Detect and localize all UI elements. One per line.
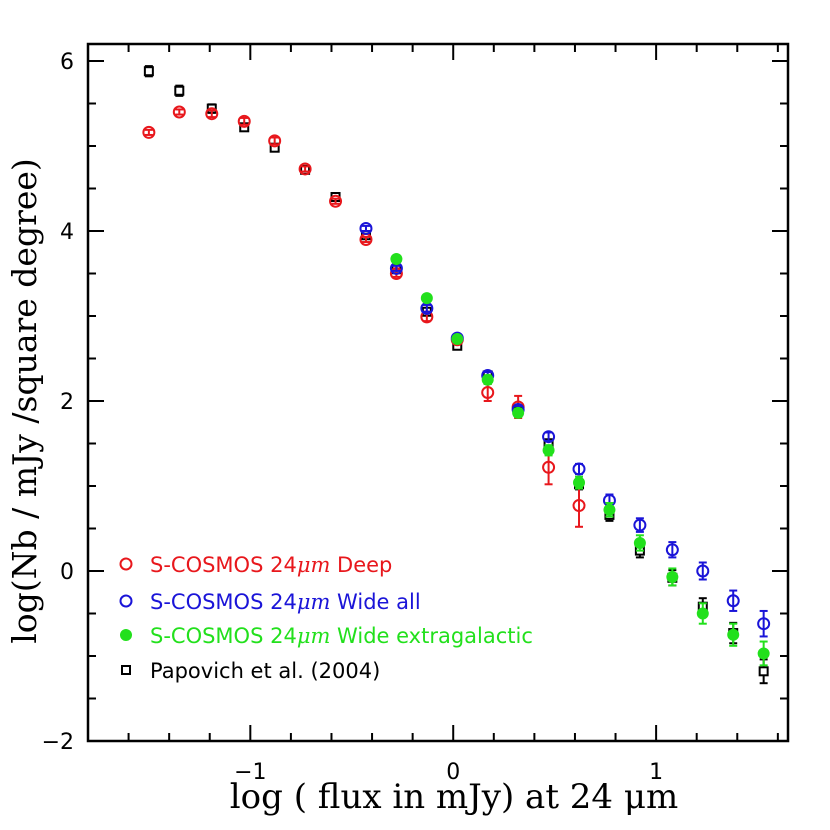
data-point: [666, 570, 679, 583]
data-point: [512, 406, 525, 419]
data-point: [174, 85, 185, 96]
data-point: [573, 476, 586, 489]
plot-frame: [86, 42, 790, 743]
data-point: [205, 107, 219, 121]
legend-label: S-COSMOS 24μm Wide extragalactic: [150, 624, 533, 648]
data-point: [696, 564, 710, 578]
y-tick-label: 0: [60, 560, 74, 585]
y-tick-label: 6: [60, 50, 74, 75]
data-point: [696, 607, 709, 620]
data-point: [451, 332, 464, 345]
legend-label: Papovich et al. (2004): [150, 659, 380, 683]
y-tick-label: 4: [60, 220, 74, 245]
x-tick-label: 0: [446, 760, 460, 785]
y-tick-label: 2: [60, 390, 74, 415]
data-point: [298, 162, 312, 176]
data-point: [142, 125, 156, 139]
legend-marker: [120, 629, 132, 641]
data-point: [542, 460, 556, 474]
legend: S-COSMOS 24μm Deep S-COSMOS 24μm Wide all…: [119, 553, 533, 683]
data-point: [727, 628, 740, 641]
data-marks: [142, 65, 771, 685]
data-point: [390, 253, 403, 266]
y-axis-label: log(Nb / mJy /square degree): [5, 158, 44, 644]
data-point: [757, 647, 770, 660]
legend-marker: [119, 557, 133, 571]
x-tick-label: 1: [649, 760, 663, 785]
data-point: [665, 543, 679, 557]
legend-marker: [121, 665, 131, 675]
data-point: [359, 221, 373, 235]
data-point: [603, 503, 616, 516]
series-2: [390, 253, 770, 667]
data-point: [329, 194, 343, 208]
data-point: [143, 66, 154, 77]
data-point: [758, 666, 769, 677]
data-point: [572, 462, 586, 476]
data-point: [420, 292, 433, 305]
x-tick-label: −1: [234, 760, 266, 785]
axis-tick-labels: −1 0 1 −2 0 2 4 6: [42, 50, 664, 785]
legend-label: S-COSMOS 24μm Deep: [150, 553, 392, 577]
data-point: [633, 536, 646, 549]
data-point: [268, 134, 282, 148]
data-point: [481, 386, 495, 399]
data-point: [726, 594, 740, 608]
data-point: [757, 617, 771, 631]
legend-marker: [119, 594, 133, 608]
data-point: [237, 114, 251, 128]
data-point: [572, 499, 586, 513]
data-point: [542, 430, 556, 444]
y-tick-label: −2: [42, 730, 74, 755]
data-point: [542, 444, 555, 457]
legend-label: S-COSMOS 24μm Wide all: [150, 590, 421, 614]
data-point: [481, 373, 494, 386]
data-point: [633, 518, 647, 532]
data-point: [172, 105, 186, 119]
x-axis-label: log ( flux in mJy) at 24 μm: [230, 777, 678, 817]
